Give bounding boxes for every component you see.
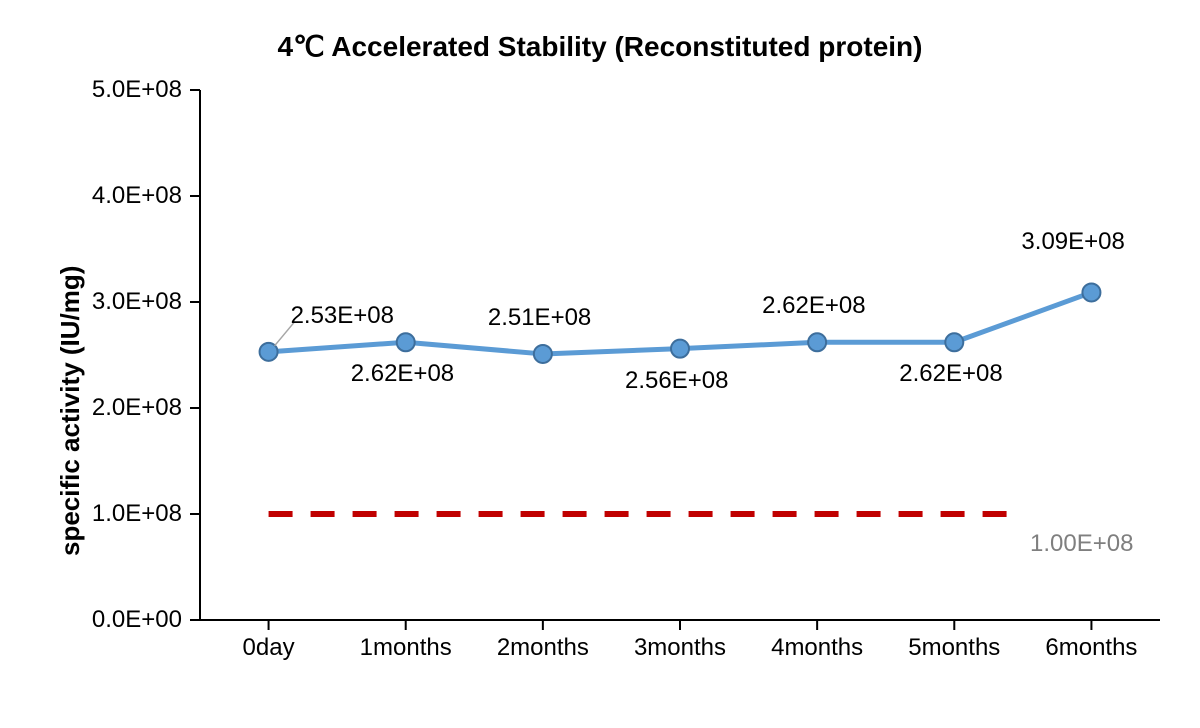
data-point-label: 2.62E+08 — [351, 360, 454, 388]
data-point-label: 2.56E+08 — [625, 367, 728, 395]
data-point-label: 2.51E+08 — [488, 304, 591, 332]
data-point-label: 3.09E+08 — [1021, 228, 1124, 256]
stability-line-chart: 4℃ Accelerated Stability (Reconstituted … — [0, 0, 1200, 728]
plot-area — [200, 90, 1160, 620]
y-tick-label: 1.0E+08 — [92, 500, 182, 528]
threshold-label: 1.00E+08 — [1030, 530, 1133, 558]
data-point-label: 2.62E+08 — [762, 292, 865, 320]
data-point-label: 2.62E+08 — [899, 360, 1002, 388]
y-tick-label: 5.0E+08 — [92, 76, 182, 104]
chart-title: 4℃ Accelerated Stability (Reconstituted … — [0, 30, 1200, 63]
x-tick-label: 4months — [749, 634, 886, 662]
x-tick-label: 2months — [474, 634, 611, 662]
data-point-label: 2.53E+08 — [291, 302, 394, 330]
x-tick-label: 0day — [200, 634, 337, 662]
y-axis-label: specific activity (IU/mg) — [55, 266, 86, 556]
x-tick-label: 5months — [886, 634, 1023, 662]
y-tick-label: 4.0E+08 — [92, 182, 182, 210]
x-tick-label: 6months — [1023, 634, 1160, 662]
y-tick-label: 0.0E+00 — [92, 606, 182, 634]
y-tick-label: 3.0E+08 — [92, 288, 182, 316]
y-tick-label: 2.0E+08 — [92, 394, 182, 422]
x-tick-label: 3months — [611, 634, 748, 662]
x-tick-label: 1months — [337, 634, 474, 662]
